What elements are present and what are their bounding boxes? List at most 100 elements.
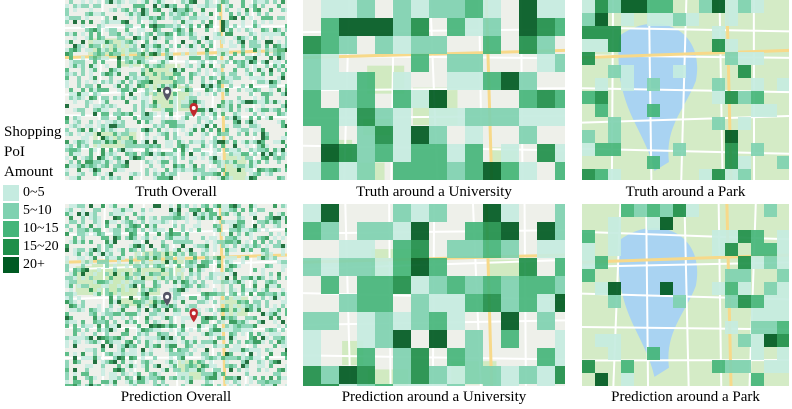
poi-cell [253,128,257,132]
poi-cell [582,39,595,52]
poi-cell [205,108,209,112]
poi-cell [109,32,113,36]
poi-cell [65,244,69,248]
poi-cell [501,204,519,222]
poi-cell [213,168,217,172]
poi-cell [201,292,205,296]
poi-cell [285,356,287,360]
poi-cell [129,148,133,152]
poi-cell [145,352,149,356]
poi-cell [161,304,165,308]
poi-cell [738,117,751,130]
poi-cell [245,232,249,236]
poi-cell [97,336,101,340]
poi-cell [109,292,113,296]
poi-cell [582,91,595,104]
poi-cell [225,220,229,224]
poi-cell [69,160,73,164]
poi-cell [137,268,141,272]
poi-cell [197,264,201,268]
poi-cell [213,316,217,320]
poi-cell [185,8,189,12]
poi-cell [177,32,181,36]
poi-cell [285,312,287,316]
poi-cell [121,168,125,172]
poi-cell [261,364,265,368]
poi-cell [73,36,77,40]
poi-cell [97,92,101,96]
poi-cell [209,356,213,360]
poi-cell [465,276,483,294]
poi-cell [93,320,97,324]
poi-cell [321,276,339,294]
poi-cell [137,12,141,16]
poi-cell [285,260,287,264]
poi-cell [157,16,161,20]
poi-cell [189,252,193,256]
poi-cell [169,236,173,240]
poi-cell [97,120,101,124]
poi-cell [273,328,277,332]
poi-cell [537,312,555,330]
poi-cell [121,212,125,216]
poi-cell [157,152,161,156]
poi-cell [117,356,121,360]
poi-cell [113,96,117,100]
poi-cell [465,72,483,90]
poi-cell [241,364,245,368]
poi-cell [89,124,93,128]
poi-cell [137,52,141,56]
poi-cell [751,78,764,91]
poi-cell [113,204,117,208]
poi-cell [281,56,285,60]
poi-cell [265,336,269,340]
poi-cell [285,168,287,172]
poi-cell [225,280,229,284]
poi-cell [221,356,225,360]
poi-cell [205,380,209,384]
poi-cell [77,172,81,176]
poi-cell [621,78,634,91]
poi-cell [249,244,253,248]
poi-cell [81,136,85,140]
poi-cell [225,0,229,4]
poi-cell [217,376,221,380]
poi-cell [483,240,501,258]
poi-cell [241,332,245,336]
poi-cell [213,212,217,216]
poi-cell [89,364,93,368]
poi-cell [77,60,81,64]
poi-cell [213,244,217,248]
poi-cell [145,60,149,64]
poi-cell [725,39,738,52]
poi-cell [519,90,537,108]
poi-cell [117,88,121,92]
poi-cell [65,212,69,216]
poi-cell [221,336,225,340]
poi-cell [673,65,686,78]
poi-cell [595,256,608,269]
poi-cell [145,264,149,268]
poi-cell [281,344,285,348]
poi-cell [257,256,261,260]
poi-cell [113,32,117,36]
poi-cell [181,236,185,240]
poi-cell [213,216,217,220]
poi-cell [109,376,113,380]
poi-cell [189,88,193,92]
poi-cell [165,252,169,256]
poi-cell [141,108,145,112]
poi-cell [113,208,117,212]
poi-cell [555,90,565,108]
poi-cell [281,328,285,332]
poi-cell [109,40,113,44]
poi-cell [165,32,169,36]
poi-cell [73,380,77,384]
poi-cell [97,44,101,48]
poi-cell [177,236,181,240]
poi-cell [209,128,213,132]
poi-cell [285,308,287,312]
poi-cell [245,12,249,16]
poi-cell [129,244,133,248]
poi-cell [149,152,153,156]
